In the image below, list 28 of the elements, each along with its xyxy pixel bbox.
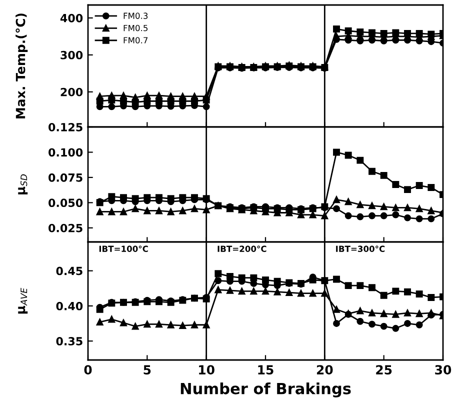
legend-label: FM0.5	[124, 24, 148, 32]
x-tick-label: 10	[199, 365, 214, 375]
x-tick-label: 5	[144, 365, 151, 375]
legend-label: FM0.7	[124, 37, 148, 44]
x-axis-title: Number of Brakings	[180, 382, 351, 398]
y-tick-label: 400	[60, 14, 83, 22]
y-tick-label: 0.050	[48, 198, 83, 208]
legend-label: FM0.3	[124, 12, 148, 19]
y-tick-label: 0.45	[56, 266, 82, 276]
y-axis-title: μ$_{AVE}$	[18, 288, 28, 314]
annotation: IBT=300°C	[336, 246, 385, 252]
y-tick-label: 0.025	[48, 224, 82, 232]
x-tick-label: 15	[258, 365, 274, 375]
y-tick-label: 300	[60, 50, 83, 60]
y-tick-label: 0.075	[48, 173, 82, 182]
y-tick-label: 0.125	[48, 122, 82, 132]
annotation: IBT=100°C	[99, 246, 148, 252]
x-tick-label: 30	[435, 365, 452, 375]
x-tick-label: 0	[84, 365, 92, 375]
x-tick-label: 20	[316, 365, 333, 375]
y-tick-label: 0.35	[56, 337, 82, 346]
y-tick-label: 200	[60, 88, 83, 96]
annotation: IBT=200°C	[218, 246, 266, 252]
y-tick-label: 0.40	[56, 302, 83, 310]
y-axis-title: Max. Temp.(°C)	[16, 14, 28, 118]
y-tick-label: 0.100	[48, 148, 83, 157]
y-axis-title: μ$_{SD}$	[18, 174, 28, 194]
x-tick-label: 25	[376, 365, 392, 375]
